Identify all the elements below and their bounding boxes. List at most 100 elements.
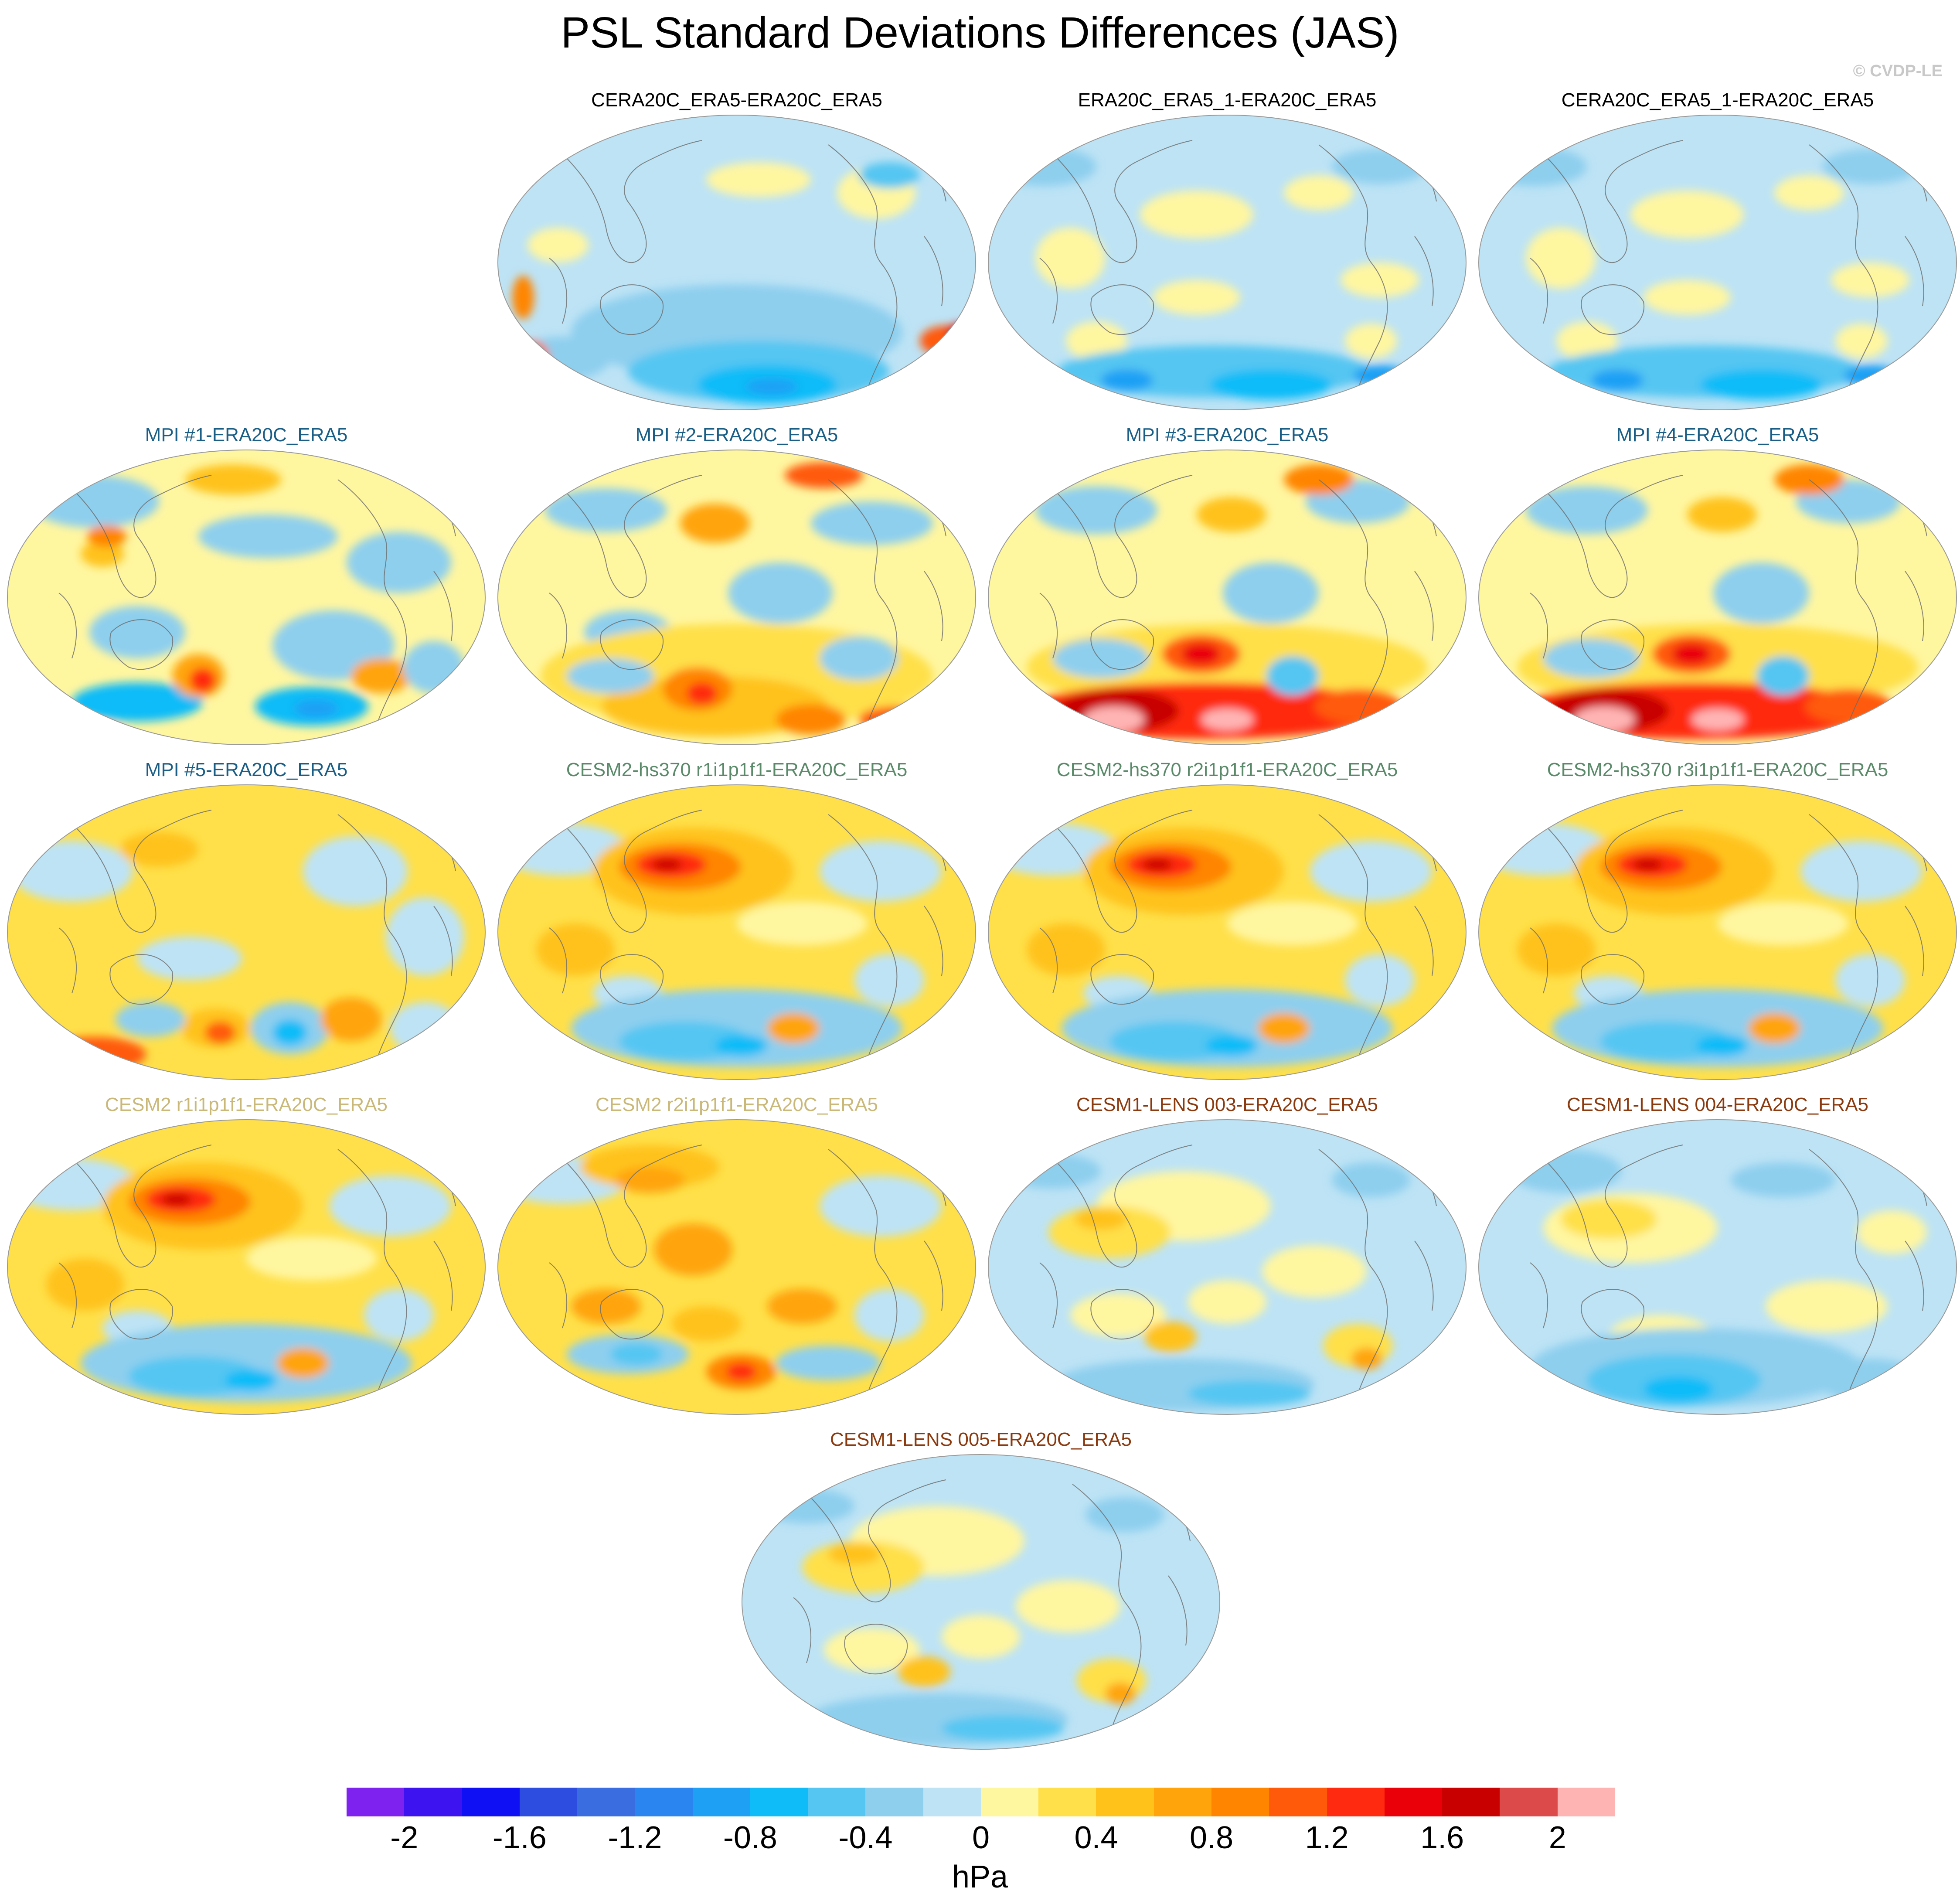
colorbar-swatch (1038, 1788, 1096, 1816)
anomaly-region (1262, 1245, 1367, 1298)
anomaly-region (946, 324, 972, 341)
colorbar-swatch (750, 1788, 808, 1816)
map-panel: CESM2-hs370 r1i1p1f1-ERA20C_ERA5 (497, 757, 977, 1088)
colorbar-swatch (1096, 1788, 1154, 1816)
colorbar-swatch (404, 1788, 462, 1816)
colorbar-swatch (635, 1788, 693, 1816)
colorbar-tick-label: -0.8 (723, 1820, 777, 1855)
panel-title: CESM1-LENS 004-ERA20C_ERA5 (1566, 1094, 1869, 1115)
map-outline (7, 450, 486, 745)
colorbar-tick-label: 0.8 (1190, 1820, 1234, 1855)
colorbar-swatch (1269, 1788, 1327, 1816)
colorbar-tick-label: -2 (390, 1820, 419, 1855)
map-outline (988, 784, 1467, 1080)
map-panel: CESM1-LENS 005-ERA20C_ERA5 (741, 1427, 1221, 1758)
anomaly-region (1731, 1162, 1835, 1197)
colorbar-tick-label: 2 (1548, 1820, 1566, 1855)
anomaly-region (1517, 923, 1596, 976)
global-map (1478, 450, 1957, 745)
map-outline (988, 115, 1467, 410)
colorbar-swatch (1557, 1788, 1615, 1816)
anomaly-region (706, 162, 811, 197)
panel-title: CESM2-hs370 r3i1p1f1-ERA20C_ERA5 (1547, 759, 1889, 780)
map-panel: ERA20C_ERA5_1-ERA20C_ERA5 (987, 87, 1467, 419)
anomaly-region (1835, 324, 1888, 358)
anomaly-region (767, 1289, 837, 1324)
colorbar-swatch (1211, 1788, 1269, 1816)
anomaly-region (1016, 1580, 1120, 1632)
colorbar-swatch (1154, 1788, 1211, 1816)
anomaly-region (1644, 1376, 1713, 1402)
anomaly-region (854, 954, 924, 1006)
anomaly-region (615, 1167, 684, 1193)
anomaly-region (1284, 175, 1354, 210)
anomaly-region (1105, 1683, 1136, 1704)
anomaly-region (811, 501, 933, 545)
anomaly-region (303, 836, 408, 906)
anomaly-region (1227, 902, 1358, 945)
global-map (7, 450, 486, 745)
anomaly-region (567, 658, 654, 693)
anomaly-region (1774, 175, 1844, 210)
anomaly-region (1718, 902, 1848, 945)
map-panel: CESM2 r2i1p1f1-ERA20C_ERA5 (497, 1092, 977, 1423)
anomaly-region (610, 1343, 663, 1365)
anomaly-region (767, 1013, 820, 1043)
anomaly-region (1101, 369, 1153, 391)
anomaly-region (351, 658, 412, 693)
anomaly-region (514, 341, 549, 376)
anomaly-region (1341, 262, 1419, 297)
panel-title: MPI #2-ERA20C_ERA5 (635, 424, 838, 446)
panel-title: CESM1-LENS 003-ERA20C_ERA5 (1076, 1094, 1378, 1115)
anomaly-region (1188, 1280, 1266, 1324)
anomaly-region (1672, 643, 1711, 665)
colorbar-swatch (923, 1788, 981, 1816)
anomaly-region (776, 704, 846, 735)
anomaly-region (89, 606, 185, 658)
anomaly-region (1831, 262, 1909, 297)
colorbar-swatch (808, 1788, 866, 1816)
map-outline (497, 1119, 976, 1415)
global-map (1478, 1119, 1957, 1415)
credit-watermark: © CVDP-LE (1853, 62, 1943, 80)
anomaly-region (1144, 1322, 1197, 1352)
anomaly-region (619, 1022, 750, 1061)
colorbar-tick-label: 0 (972, 1820, 990, 1855)
anomaly-region (571, 1289, 641, 1324)
global-map (988, 784, 1467, 1080)
global-map (497, 784, 976, 1080)
anomaly-region (386, 897, 464, 976)
panel-title: MPI #1-ERA20C_ERA5 (145, 424, 348, 446)
anomaly-region (1332, 149, 1428, 184)
anomaly-region (859, 162, 920, 188)
map-outline (988, 450, 1467, 745)
anomaly-region (347, 532, 451, 593)
anomaly-region (185, 464, 281, 495)
anomaly-region (72, 682, 203, 722)
map-panel: CESM1-LENS 004-ERA20C_ERA5 (1478, 1092, 1957, 1423)
global-map (988, 450, 1467, 745)
anomaly-region (536, 923, 615, 976)
anomaly-region (1266, 656, 1319, 695)
anomaly-region (1630, 191, 1744, 238)
map-panel: MPI #1-ERA20C_ERA5 (7, 422, 486, 753)
map-panel: CERA20C_ERA5_1-ERA20C_ERA5 (1478, 87, 1957, 419)
anomaly-region (745, 379, 798, 395)
panel-title: CESM2-hs370 r2i1p1f1-ERA20C_ERA5 (1056, 759, 1398, 780)
anomaly-region (1696, 1035, 1748, 1056)
anomaly-region (1691, 709, 1744, 730)
global-map (742, 1454, 1220, 1750)
anomaly-region (898, 1656, 950, 1687)
anomaly-region (671, 1306, 741, 1341)
anomaly-region (116, 1002, 185, 1037)
anomaly-region (715, 1035, 767, 1056)
anomaly-region (1205, 1035, 1258, 1056)
anomaly-region (1005, 1154, 1101, 1189)
map-outline (497, 450, 976, 745)
map-panel: CESM2-hs370 r3i1p1f1-ERA20C_ERA5 (1478, 757, 1957, 1088)
anomaly-region (1556, 321, 1617, 361)
anomaly-region (1543, 639, 1639, 678)
anomaly-region (1508, 1149, 1622, 1193)
anomaly-region (1633, 859, 1663, 871)
anomaly-region (1258, 1013, 1310, 1043)
